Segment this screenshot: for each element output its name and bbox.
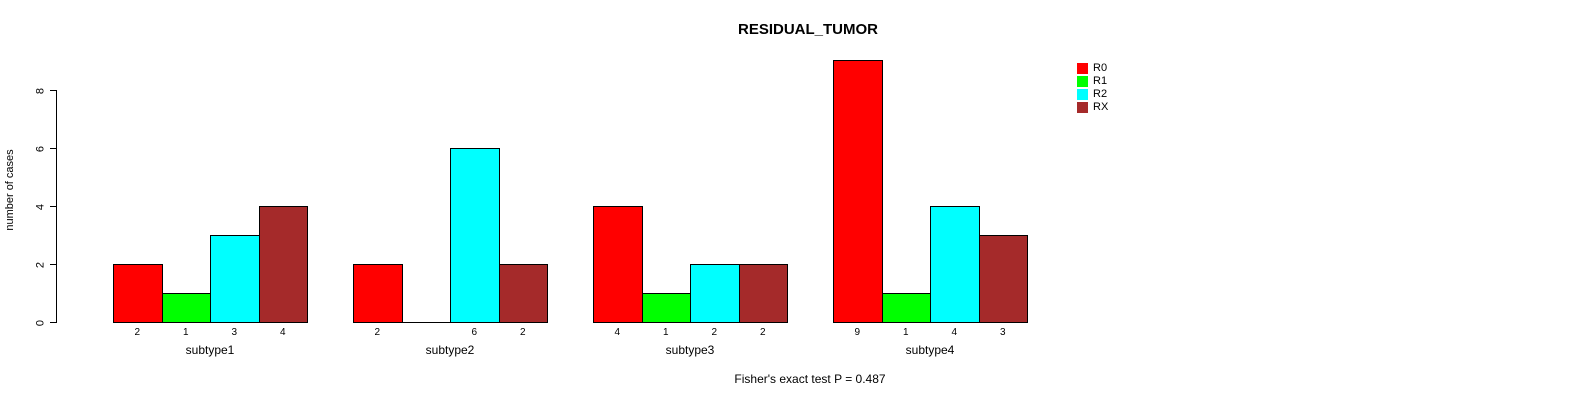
chart-title: RESIDUAL_TUMOR [737,21,879,38]
legend-swatch-rx [1077,102,1088,113]
legend-swatch-r0 [1077,63,1088,74]
bar-subtype1-rx [259,206,308,323]
bar-count-label-subtype1-r2: 3 [231,327,238,338]
legend: R0 R1 R2 RX [1077,62,1108,114]
y-tick-label-0: 0 [34,319,47,326]
legend-label-r0: R0 [1093,62,1108,74]
legend-swatch-r1 [1077,76,1088,87]
bar-subtype1-r2 [210,235,260,323]
bar-count-label-subtype4-r1: 1 [902,327,909,338]
bar-subtype2-r0 [353,264,403,323]
bar-count-label-subtype1-r1: 1 [182,327,189,338]
y-tick-8 [50,90,57,91]
bar-count-label-subtype4-r2: 4 [951,327,958,338]
legend-label-rx: RX [1093,101,1109,113]
bar-subtype3-rx [739,264,788,323]
fisher-test-annotation: Fisher's exact test P = 0.487 [734,372,886,386]
bar-count-label-subtype3-r1: 1 [662,327,669,338]
legend-swatch-r2 [1077,89,1088,100]
bar-count-label-subtype2-r2: 6 [471,327,478,338]
y-tick-2 [50,264,57,265]
y-tick-4 [50,206,57,207]
y-tick-label-2: 2 [34,261,47,268]
bar-count-label-subtype2-rx: 2 [519,327,526,338]
y-tick-6 [50,148,57,149]
bar-subtype3-r0 [593,206,643,323]
bar-subtype1-r1 [162,293,211,323]
category-label-subtype2: subtype2 [425,343,475,357]
y-tick-label-4: 4 [34,203,47,210]
bar-subtype4-r2 [930,206,980,323]
category-label-subtype1: subtype1 [185,343,235,357]
bar-count-label-subtype1-r0: 2 [134,327,141,338]
legend-entry-r0: R0 [1077,62,1108,75]
y-tick-label-8: 8 [34,87,47,94]
bar-subtype1-r0 [113,264,163,323]
bar-count-label-subtype3-rx: 2 [759,327,766,338]
bar-subtype2-rx [499,264,548,323]
category-label-subtype3: subtype3 [665,343,715,357]
legend-label-r1: R1 [1093,75,1108,87]
bar-count-label-subtype2-r0: 2 [374,327,381,338]
legend-entry-r2: R2 [1077,88,1108,101]
y-tick-label-6: 6 [34,145,47,152]
legend-entry-r1: R1 [1077,75,1108,88]
bar-count-label-subtype1-rx: 4 [279,327,286,338]
bar-count-label-subtype3-r2: 2 [711,327,718,338]
bar-subtype3-r2 [690,264,740,323]
bar-count-label-subtype4-r0: 9 [854,327,861,338]
bar-subtype4-rx [979,235,1028,323]
legend-label-r2: R2 [1093,88,1108,100]
legend-entry-rx: RX [1077,101,1108,114]
bar-subtype4-r0 [833,60,883,323]
bar-count-label-subtype3-r0: 4 [614,327,621,338]
bar-subtype2-r2 [450,148,500,323]
y-tick-0 [50,322,57,323]
bar-subtype3-r1 [642,293,691,323]
bar-subtype4-r1 [882,293,931,323]
bar-count-label-subtype4-rx: 3 [999,327,1006,338]
category-label-subtype4: subtype4 [905,343,955,357]
